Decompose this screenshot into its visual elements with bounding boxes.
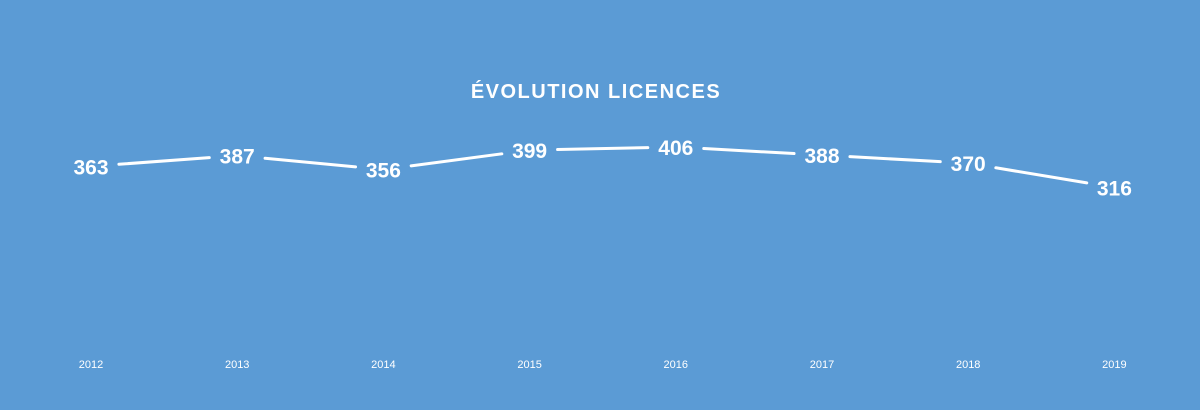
data-label: 363 bbox=[73, 156, 108, 179]
x-axis-tick-labels: 2012 2013 2014 2015 2016 2017 2018 2019 bbox=[79, 359, 1127, 371]
series-line-segment bbox=[994, 166, 1089, 185]
x-tick-label: 2013 bbox=[225, 359, 249, 371]
x-tick-label: 2017 bbox=[810, 359, 834, 371]
series-line-segment bbox=[702, 147, 796, 156]
x-tick-label: 2018 bbox=[956, 359, 980, 371]
chart-title: ÉVOLUTION LICENCES bbox=[471, 80, 721, 103]
series-line-group bbox=[117, 146, 1089, 185]
data-label: 399 bbox=[512, 140, 547, 163]
data-label: 406 bbox=[658, 137, 693, 160]
data-label: 388 bbox=[804, 145, 839, 168]
x-tick-label: 2015 bbox=[517, 359, 541, 371]
x-tick-label: 2014 bbox=[371, 359, 395, 371]
series-line-segment bbox=[556, 146, 650, 152]
data-label: 356 bbox=[366, 160, 401, 183]
data-label: 370 bbox=[951, 153, 986, 176]
series-line-segment bbox=[409, 152, 504, 168]
x-tick-label: 2016 bbox=[664, 359, 688, 371]
series-line-segment bbox=[263, 156, 358, 169]
series-line-segment bbox=[848, 155, 942, 164]
data-label-group: 363 387 356 399 406 388 370 316 bbox=[73, 137, 1131, 201]
x-tick-label: 2019 bbox=[1102, 359, 1126, 371]
x-tick-label: 2012 bbox=[79, 359, 103, 371]
data-label: 316 bbox=[1097, 178, 1132, 201]
data-label: 387 bbox=[220, 146, 255, 169]
series-line-segment bbox=[117, 156, 211, 166]
